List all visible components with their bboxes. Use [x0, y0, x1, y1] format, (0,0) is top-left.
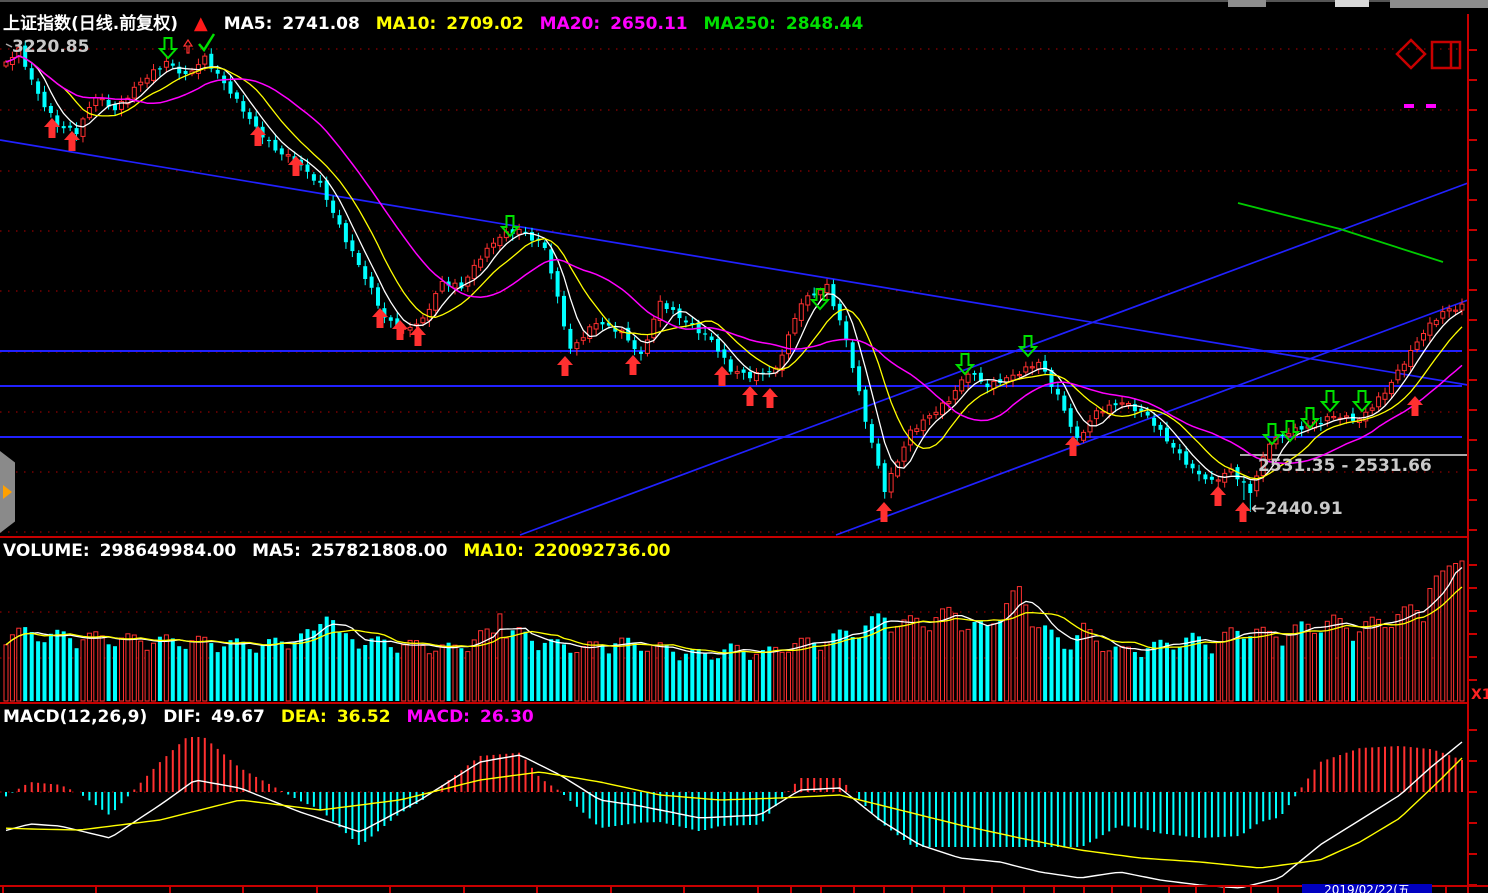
window-chrome-fragment: [1335, 0, 1369, 7]
expand-right-icon: [3, 485, 12, 499]
window-edge: [0, 0, 1488, 2]
sidebar-expander-tab[interactable]: [0, 451, 15, 533]
diamond-tool-icon[interactable]: [1395, 38, 1427, 70]
window-chrome-fragment: [1390, 0, 1488, 8]
split-window-icon[interactable]: [1430, 40, 1462, 70]
window-chrome-fragment: [1228, 0, 1266, 7]
